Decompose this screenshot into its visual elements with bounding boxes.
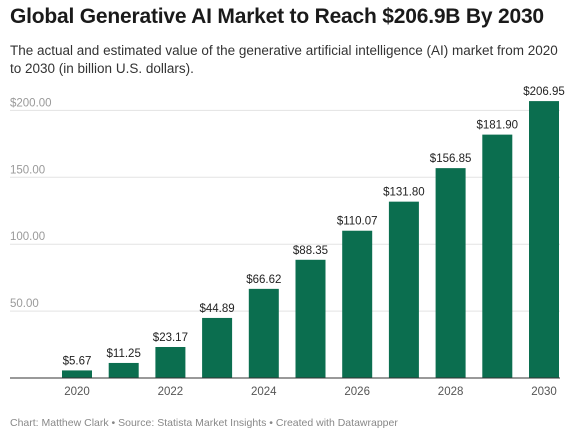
- data-label: $156.85: [430, 153, 472, 165]
- bar: [248, 288, 279, 378]
- y-tick-label: 150.00: [10, 164, 45, 176]
- bars: [62, 101, 559, 379]
- y-tick-label: 100.00: [10, 231, 45, 243]
- chart-title: Global Generative AI Market to Reach $20…: [10, 5, 544, 28]
- bar: [202, 317, 233, 378]
- chart-subtitle: The actual and estimated value of the ge…: [10, 43, 558, 76]
- bar: [342, 230, 373, 378]
- bar: [108, 362, 139, 378]
- y-axis-ticks: 50.00 100.00 150.00 $200.00: [10, 97, 52, 310]
- data-label: $66.62: [246, 274, 281, 286]
- data-label: $181.90: [477, 120, 519, 132]
- bar: [529, 101, 559, 379]
- data-label: $11.25: [107, 348, 141, 360]
- data-label: $110.07: [337, 216, 378, 228]
- grid-lines: [10, 109, 560, 312]
- x-tick-label: 2024: [251, 386, 277, 398]
- x-tick-label: 2030: [531, 386, 557, 398]
- bar: [388, 201, 419, 378]
- data-label: $206.95: [523, 86, 565, 98]
- x-axis-ticks: 2020 2022 2024 2026 2028 2030: [64, 386, 557, 398]
- y-tick-label: 50.00: [10, 298, 39, 310]
- x-tick-label: 2020: [64, 386, 90, 398]
- data-label: $44.89: [200, 303, 235, 315]
- data-label: $131.80: [383, 187, 425, 199]
- data-label: $23.17: [153, 332, 188, 344]
- data-labels: $5.67 $11.25 $23.17 $44.89 $66.62 $88.35 $110.…: [63, 86, 565, 367]
- bar: [62, 370, 92, 378]
- x-tick-label: 2022: [158, 386, 184, 398]
- y-tick-label: $200.00: [10, 97, 52, 109]
- bar: [295, 259, 326, 378]
- x-tick-label: 2028: [438, 386, 464, 398]
- bar: [482, 134, 513, 378]
- data-label: $5.67: [63, 355, 92, 367]
- chart-footer: Chart: Matthew Clark • Source: Statista …: [10, 417, 398, 429]
- x-tick-label: 2026: [344, 386, 370, 398]
- data-label: $88.35: [293, 245, 328, 257]
- bar: [435, 168, 466, 378]
- bar: [155, 346, 186, 378]
